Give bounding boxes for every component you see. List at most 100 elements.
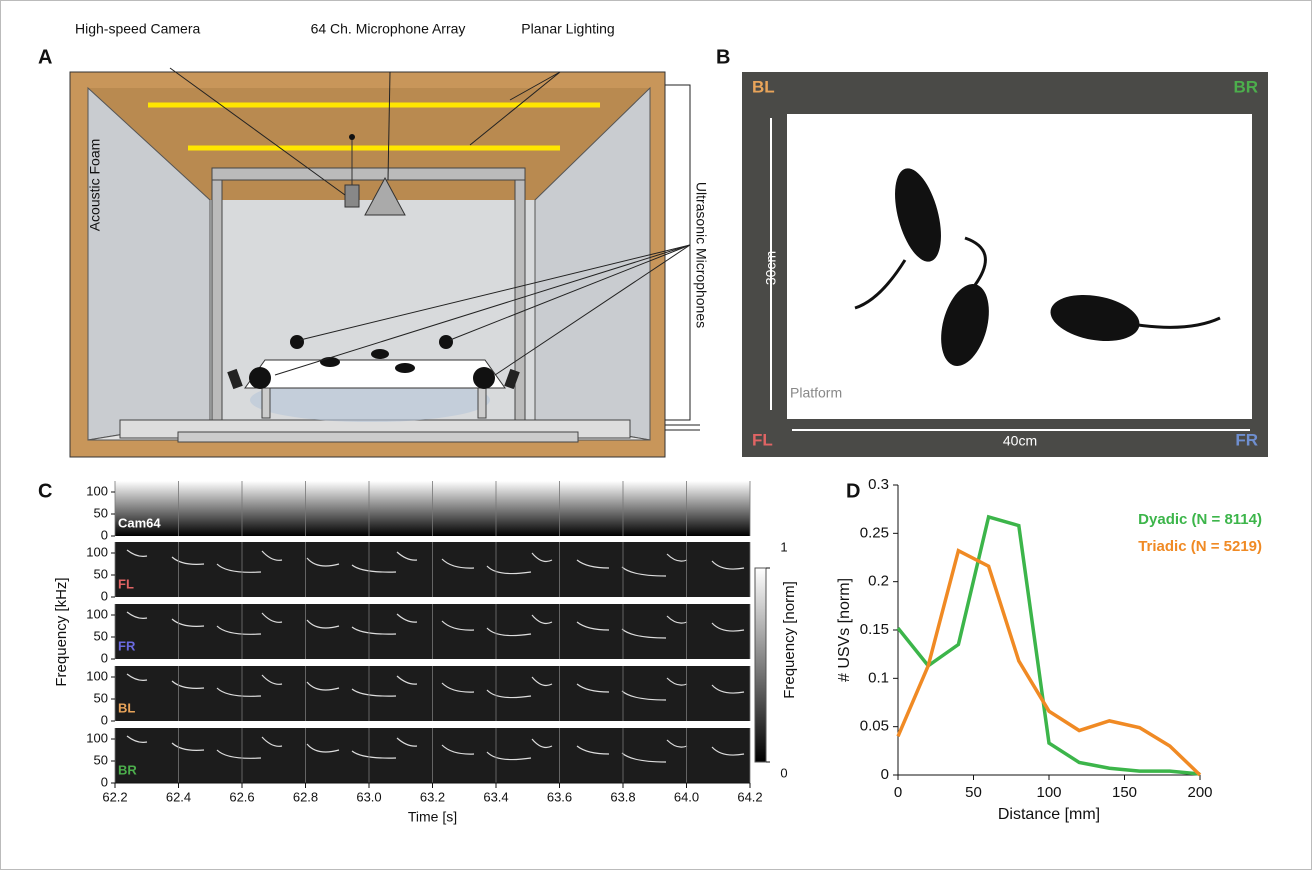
- setup-label: Planar Lighting: [521, 21, 614, 37]
- call-trace: [576, 621, 610, 631]
- legend-entry: Triadic (N = 5219): [1138, 538, 1262, 555]
- call-trace: [261, 612, 283, 623]
- call-trace: [486, 689, 532, 699]
- call-trace: [621, 566, 667, 577]
- x-tick-label: 62.4: [166, 789, 191, 804]
- call-trace: [216, 687, 262, 697]
- y-axis-title: # USVs [norm]: [836, 578, 853, 682]
- call-trace: [126, 611, 148, 619]
- call-trace: [171, 742, 205, 751]
- call-trace: [126, 673, 148, 681]
- y-tick-label: 100: [86, 606, 108, 621]
- call-trace: [306, 619, 340, 629]
- x-tick-label: 62.6: [229, 789, 254, 804]
- setup-drawing: [69, 67, 700, 458]
- call-trace: [216, 563, 262, 573]
- x-axis-title: Time [s]: [408, 809, 457, 825]
- call-trace: [351, 750, 397, 759]
- colorbar-title: Frequency [norm]: [781, 581, 798, 699]
- y-tick-label: 0.15: [860, 621, 889, 638]
- call-trace: [621, 752, 667, 763]
- y-tick-label: 50: [94, 690, 108, 705]
- y-tick-label: 0.05: [860, 718, 889, 735]
- x-tick-label: 150: [1112, 784, 1137, 801]
- corner-label: FR: [1235, 430, 1258, 449]
- corner-label: BR: [1233, 77, 1258, 96]
- x-tick-label: 200: [1187, 784, 1212, 801]
- call-trace: [441, 558, 475, 569]
- x-tick-label: 64.0: [674, 789, 699, 804]
- call-trace: [441, 682, 475, 693]
- call-trace: [441, 744, 475, 755]
- x-tick-label: 50: [965, 784, 982, 801]
- channel-label: FL: [118, 576, 134, 591]
- call-trace: [576, 559, 610, 569]
- call-trace: [486, 565, 532, 575]
- x-axis-title: Distance [mm]: [998, 806, 1100, 823]
- call-trace: [711, 746, 745, 756]
- platform-label: Platform: [790, 385, 842, 401]
- call-trace: [531, 614, 553, 625]
- call-trace: [666, 739, 688, 748]
- call-trace: [576, 683, 610, 693]
- colorbar-tick-label: 0: [780, 765, 787, 780]
- setup-label: High-speed Camera: [75, 21, 200, 37]
- y-tick-label: 0.1: [868, 669, 889, 686]
- call-trace: [126, 549, 148, 557]
- colorbar-tick-label: 1: [780, 539, 787, 554]
- channel-label: BR: [118, 762, 137, 777]
- call-trace: [351, 626, 397, 635]
- y-tick-label: 100: [86, 668, 108, 683]
- series-line: [896, 548, 1202, 777]
- y-tick-label: 0: [101, 774, 108, 789]
- call-trace: [531, 552, 553, 563]
- call-trace: [486, 751, 532, 761]
- call-trace: [216, 749, 262, 759]
- y-tick-label: 0: [101, 527, 108, 542]
- y-tick-label: 100: [86, 483, 108, 498]
- x-tick-label: 63.0: [356, 789, 381, 804]
- y-tick-label: 50: [94, 752, 108, 767]
- y-tick-label: 0.2: [868, 573, 889, 590]
- call-trace: [576, 745, 610, 755]
- call-trace: [261, 550, 283, 561]
- call-trace: [711, 622, 745, 632]
- setup-label: Acoustic Foam: [87, 139, 103, 232]
- channel-label: Cam64: [118, 515, 161, 530]
- y-tick-label: 0: [101, 650, 108, 665]
- call-trace: [126, 735, 148, 743]
- y-tick-label: 0: [101, 712, 108, 727]
- call-trace: [216, 625, 262, 635]
- channel-label: FR: [118, 638, 136, 653]
- y-tick-label: 100: [86, 730, 108, 745]
- panel-label: B: [716, 46, 730, 68]
- call-trace: [351, 564, 397, 573]
- y-tick-label: 50: [94, 628, 108, 643]
- y-tick-label: 0.25: [860, 524, 889, 541]
- call-trace: [171, 618, 205, 627]
- arena-photo: [742, 72, 1268, 457]
- x-tick-label: 62.2: [102, 789, 127, 804]
- call-trace: [261, 674, 283, 685]
- call-trace: [531, 738, 553, 749]
- x-tick-label: 63.4: [483, 789, 508, 804]
- panel-label: D: [846, 480, 860, 502]
- series-line: [896, 514, 1201, 776]
- arena-dimension: 40cm: [1003, 433, 1037, 449]
- call-trace: [621, 690, 667, 701]
- call-trace: [621, 628, 667, 639]
- call-trace: [666, 553, 688, 562]
- x-tick-label: 63.2: [420, 789, 445, 804]
- call-trace: [666, 615, 688, 624]
- arena-dimension: 30cm: [763, 251, 779, 285]
- panel-label: A: [38, 46, 52, 68]
- call-trace: [396, 737, 418, 747]
- y-tick-label: 0.3: [868, 476, 889, 493]
- corner-label: BL: [752, 77, 775, 96]
- call-trace: [396, 675, 418, 685]
- x-tick-label: 63.6: [547, 789, 572, 804]
- x-tick-label: 63.8: [610, 789, 635, 804]
- call-trace: [711, 560, 745, 570]
- y-tick-label: 0: [881, 766, 889, 783]
